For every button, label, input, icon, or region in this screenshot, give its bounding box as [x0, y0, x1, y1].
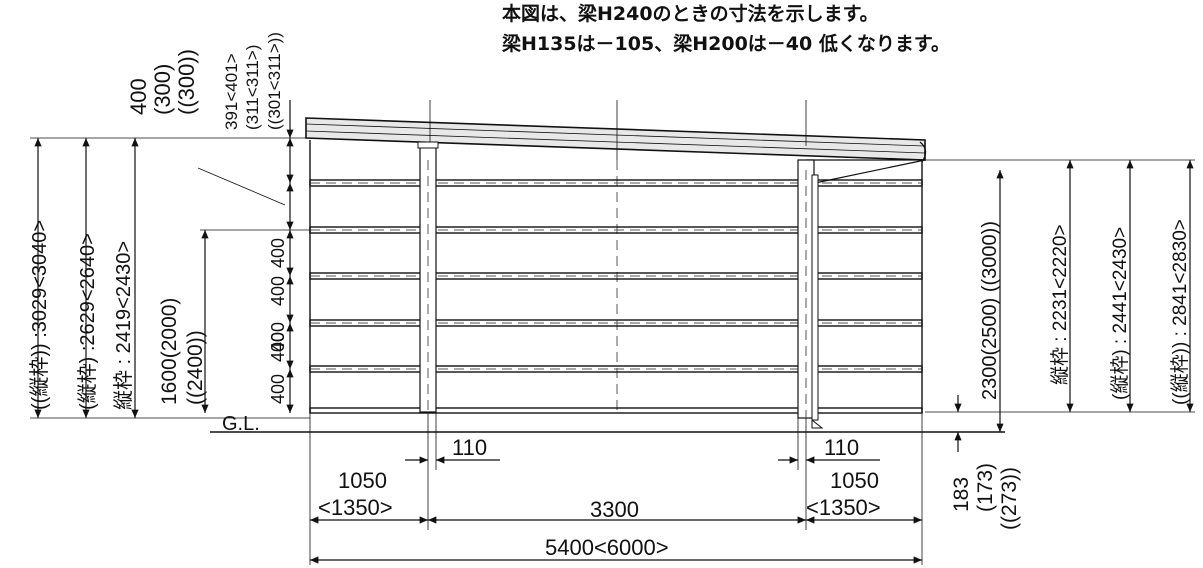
bottom-dimension-lines [309, 412, 923, 565]
post-width-left: 110 [452, 435, 487, 460]
left-dimension-lines [30, 137, 310, 419]
note-line-1: 本図は、梁H240のときの寸法を示します。 [502, 2, 879, 25]
top-dim-b: (300) [150, 64, 175, 115]
span-center: 3300 [590, 497, 639, 522]
right-dim-gap-c: ((273)) [998, 467, 1021, 530]
top-dim-a: 400 [126, 78, 151, 115]
left-spacing-5: 400 [268, 374, 288, 404]
right-dim-frame-a: 縦枠 : 2231<2220> [1049, 224, 1071, 385]
end-left-a: 1050 [338, 468, 387, 493]
right-dim-frame-b: (縦枠) : 2441<2430> [1109, 227, 1131, 400]
end-right-b: <1350> [806, 495, 881, 520]
panel-rails [309, 179, 923, 414]
roof-beam [305, 117, 927, 184]
left-spacing-2: 400 [268, 276, 288, 306]
left-dim-total-inner: 縦枠 : 2419<2430> [112, 241, 135, 410]
right-dimension-lines [925, 159, 1195, 452]
right-dim-frame-c: ((縦枠)) : 2841<2830> [1169, 219, 1191, 405]
top-dim-c: ((300)) [174, 49, 199, 115]
post-right [797, 159, 824, 429]
right-dim-gap-a: 183 [950, 477, 973, 512]
left-spacing-4: 400 [268, 332, 288, 362]
left-spacing-3: 400 [268, 322, 288, 352]
left-dim-panel-height-b: ((2400)) [184, 330, 207, 405]
end-right-a: 1050 [830, 468, 879, 493]
end-left-b: <1350> [318, 495, 393, 520]
note-line-2: 梁H135は－105、梁H200は－40 低くなります。 [501, 32, 950, 55]
left-spacing-1: 400 [268, 238, 288, 268]
left-dim-panel-height-a: 1600(2000) [158, 298, 181, 405]
total-width: 5400<6000> [545, 535, 669, 560]
right-dim-gap-b: (173) [974, 463, 997, 512]
ground-label: G.L. [222, 413, 260, 435]
post-width-right: 110 [824, 435, 859, 460]
left-dim-total-outer: ((縦枠)) :3029<3040> [28, 220, 51, 410]
top-dim-d: 391<401> [222, 53, 241, 130]
right-dim-height: 2300(2500) ((3000)) [979, 221, 1001, 400]
top-dim-e: (311<311>) [243, 45, 262, 130]
top-dim-f: ((301<311>)) [265, 32, 284, 130]
post-left [417, 141, 439, 413]
left-dim-total-mid: (縦枠) :2629<2640> [76, 233, 99, 410]
